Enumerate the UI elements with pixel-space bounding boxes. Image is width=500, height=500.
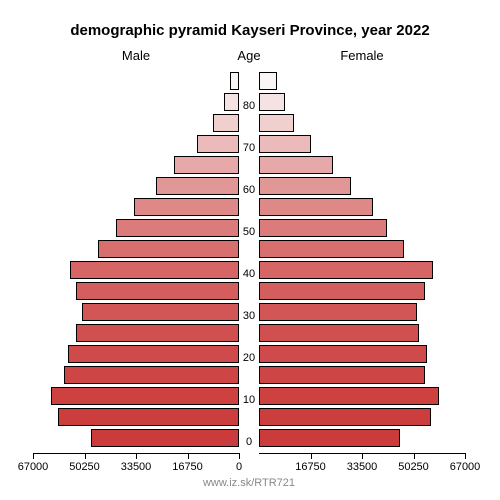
male-bar	[76, 282, 239, 300]
watermark-text: www.iz.sk/RTR721	[33, 477, 465, 489]
male-bar	[91, 429, 239, 447]
axis-line	[311, 453, 312, 459]
axis-line	[239, 453, 240, 459]
female-bar	[259, 303, 417, 321]
male-bar	[116, 219, 239, 237]
female-bar	[259, 366, 425, 384]
female-bar	[259, 135, 311, 153]
female-bar	[259, 93, 285, 111]
female-bar	[259, 261, 433, 279]
male-bar	[64, 366, 239, 384]
age-axis-label: 70	[239, 142, 259, 154]
female-bar	[259, 345, 427, 363]
female-bar	[259, 72, 277, 90]
column-label-male: Male	[106, 48, 166, 63]
x-tick-label: 50250	[60, 461, 110, 473]
male-bar	[76, 324, 239, 342]
axis-line	[465, 453, 466, 459]
male-bar	[174, 156, 239, 174]
column-label-female: Female	[332, 48, 392, 63]
male-bar	[70, 261, 239, 279]
male-bar	[98, 240, 239, 258]
female-bar	[259, 114, 294, 132]
age-axis-label: 0	[239, 436, 259, 448]
age-axis-label: 50	[239, 226, 259, 238]
male-bar	[197, 135, 239, 153]
female-bar	[259, 198, 373, 216]
female-bar	[259, 408, 431, 426]
plot-area: 0 10 20 30 40 50 60 70 80	[33, 66, 465, 451]
male-bar	[58, 408, 239, 426]
age-axis-label: 30	[239, 310, 259, 322]
male-bar	[51, 387, 239, 405]
age-axis-label: 60	[239, 184, 259, 196]
bars-container: 0 10 20 30 40 50 60 70 80	[33, 66, 465, 451]
x-tick-label: 16750	[286, 461, 336, 473]
axis-line	[33, 453, 34, 459]
x-tick-label: 0	[214, 461, 264, 473]
axis-line	[85, 453, 86, 459]
female-bar	[259, 156, 333, 174]
x-tick-label: 50250	[389, 461, 439, 473]
female-bar	[259, 219, 387, 237]
male-bar	[230, 72, 239, 90]
male-bar	[156, 177, 239, 195]
male-bar	[213, 114, 239, 132]
axis-line	[362, 453, 363, 459]
axis-line	[136, 453, 137, 459]
axis-line	[188, 453, 189, 459]
female-bar	[259, 387, 439, 405]
x-tick-label: 67000	[8, 461, 58, 473]
axis-line	[414, 453, 415, 459]
chart-title: demographic pyramid Kayseri Province, ye…	[0, 22, 500, 39]
age-axis-label: 10	[239, 394, 259, 406]
male-bar	[224, 93, 239, 111]
female-bar	[259, 429, 400, 447]
x-tick-label: 33500	[111, 461, 161, 473]
female-bar	[259, 324, 419, 342]
male-bar	[82, 303, 239, 321]
female-bar	[259, 177, 351, 195]
age-axis-label: 40	[239, 268, 259, 280]
female-bar	[259, 282, 425, 300]
column-label-age: Age	[229, 48, 269, 63]
male-bar	[134, 198, 239, 216]
chart-canvas: demographic pyramid Kayseri Province, ye…	[0, 0, 500, 500]
x-tick-label: 16750	[163, 461, 213, 473]
male-bar	[68, 345, 239, 363]
female-bar	[259, 240, 404, 258]
age-axis-label: 80	[239, 100, 259, 112]
age-axis-label: 20	[239, 352, 259, 364]
x-tick-label: 67000	[440, 461, 490, 473]
x-tick-label: 33500	[337, 461, 387, 473]
